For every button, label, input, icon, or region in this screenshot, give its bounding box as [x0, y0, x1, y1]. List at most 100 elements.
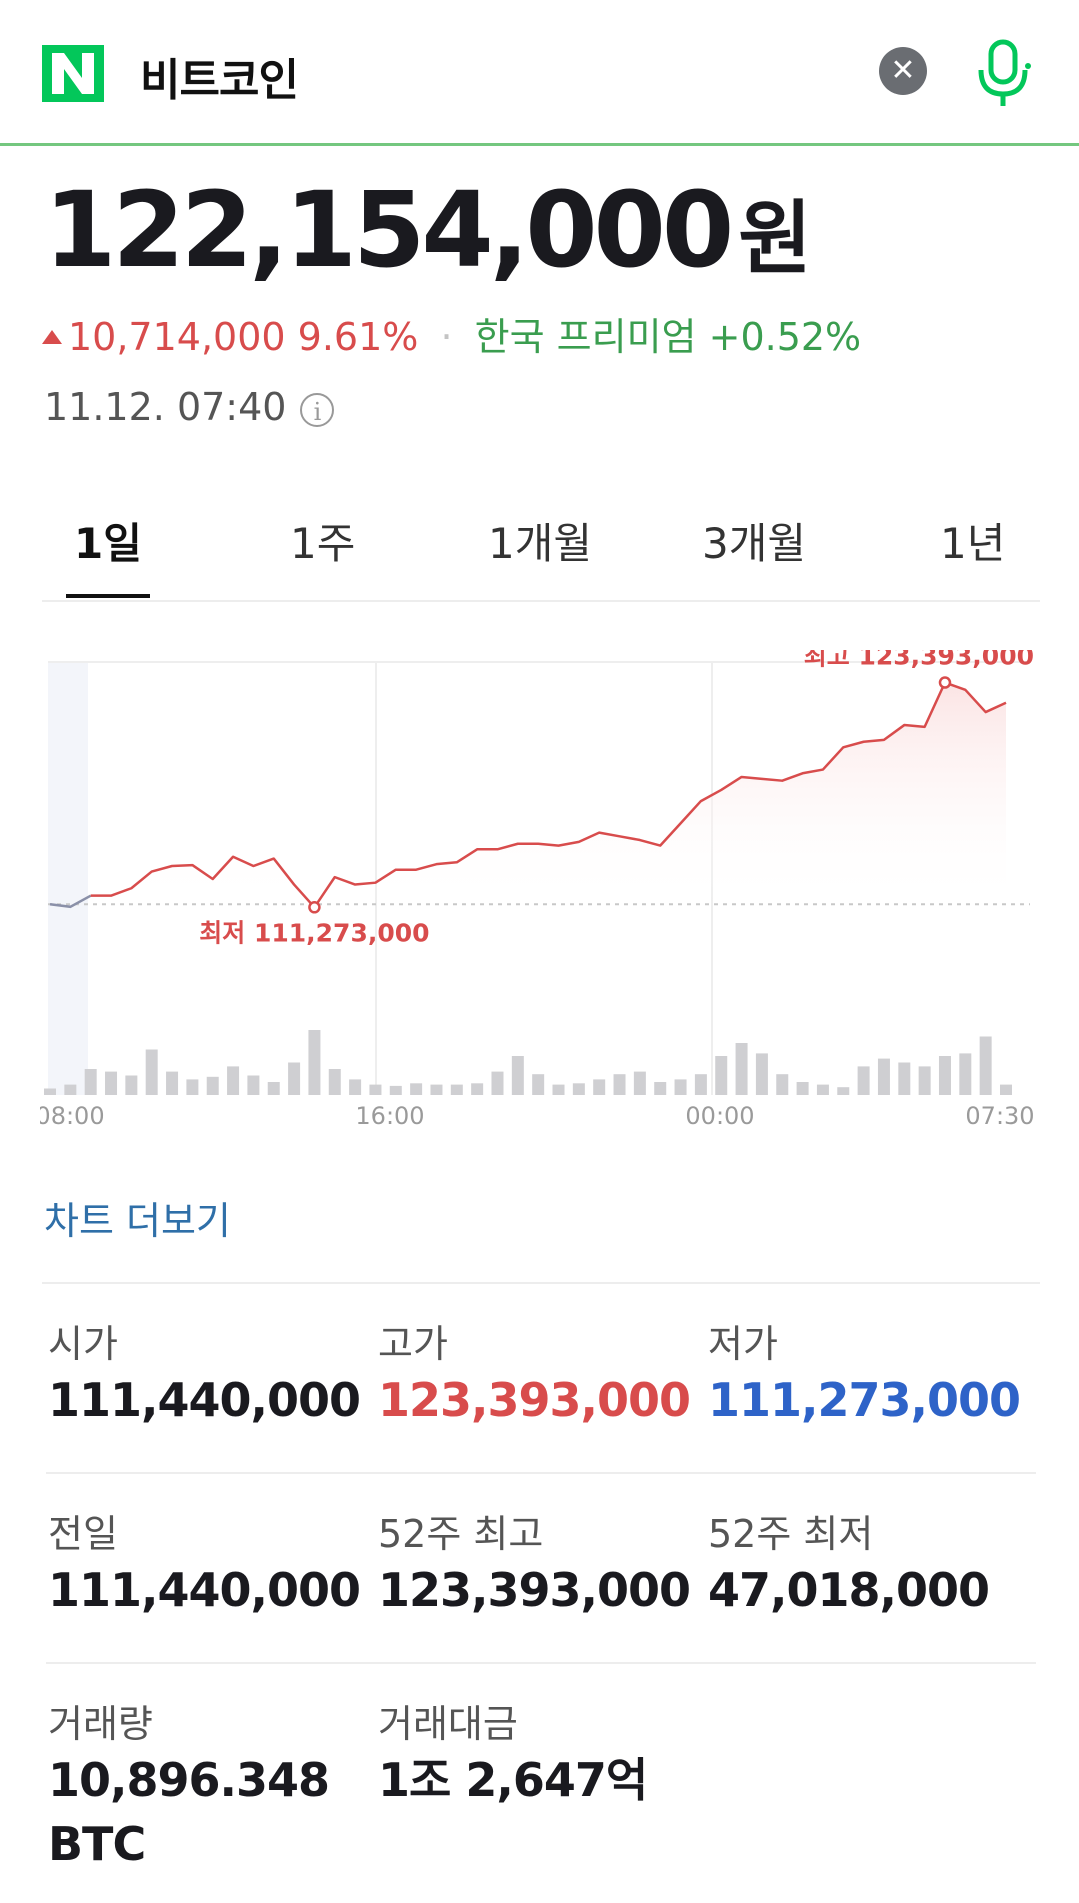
stat-volume: 거래량 10,896.348 BTC: [48, 1700, 330, 1876]
volume-bar: [410, 1083, 423, 1095]
volume-bar: [166, 1071, 179, 1095]
price-value: 122,154,000: [44, 169, 734, 291]
chart-more-link[interactable]: 차트 더보기: [44, 1199, 231, 1243]
volume-bar: [532, 1074, 545, 1095]
price-chart-svg: 최고 123,393,000 최저 111,273,000 08:00 16:00 00…: [35, 642, 1034, 1130]
volume-bar: [84, 1069, 97, 1095]
change-amount: 10,714,000: [68, 315, 286, 359]
volume-bar: [227, 1066, 240, 1095]
volume-bar: [186, 1079, 199, 1095]
microphone-icon[interactable]: [972, 38, 1034, 108]
stat-value: 10,896.348: [48, 1753, 330, 1807]
price-unit: 원: [738, 192, 812, 285]
volume-bar: [796, 1082, 809, 1095]
naver-logo[interactable]: [42, 45, 104, 102]
volume-bar: [471, 1083, 484, 1095]
x-tick-label: 08:00: [40, 1102, 105, 1130]
stat-52w-low: 52주 최저 47,018,000: [708, 1510, 990, 1622]
change-percent: 9.61%: [297, 315, 419, 359]
tab-1-week[interactable]: 1주: [290, 519, 356, 568]
volume-bar: [959, 1053, 972, 1095]
stat-label: 고가: [378, 1322, 448, 1366]
volume-bar: [105, 1071, 118, 1095]
high-label: 최고 123,393,000: [804, 650, 1034, 671]
stats-row: 전일 111,440,000 52주 최고 123,393,000 52주 최저…: [42, 1474, 1036, 1664]
x-tick-label: 16:00: [355, 1102, 424, 1130]
price-chart[interactable]: 최고 123,393,000 최저 111,273,000 08:00 16:00 00…: [35, 642, 1040, 1130]
stat-open: 시가 111,440,000: [48, 1320, 361, 1432]
volume-bar: [450, 1084, 463, 1095]
volume-bar: [267, 1082, 280, 1095]
volume-bar: [898, 1062, 911, 1095]
volume-bar: [389, 1085, 402, 1095]
stat-value: 1조 2,647억: [378, 1753, 648, 1807]
stat-high: 고가 123,393,000: [378, 1320, 691, 1432]
stat-52w-high: 52주 최고 123,393,000: [378, 1510, 691, 1622]
stat-label: 저가: [708, 1322, 778, 1366]
close-icon: ✕: [890, 53, 916, 88]
high-marker: [938, 676, 952, 689]
volume-bar: [308, 1030, 321, 1095]
volume-bar: [44, 1088, 56, 1095]
volume-bar: [288, 1062, 301, 1095]
volume-bar: [552, 1084, 565, 1095]
stat-value: 111,440,000: [48, 1373, 361, 1427]
stat-label: 시가: [48, 1322, 118, 1366]
x-tick-label: 00:00: [685, 1102, 754, 1130]
volume-bar: [877, 1058, 890, 1095]
price-change-row: 10,714,000 9.61% · 한국 프리미엄 +0.52%: [42, 314, 861, 360]
volume-bar: [694, 1074, 707, 1095]
volume-bar: [857, 1066, 870, 1095]
current-price: 122,154,000 원: [44, 178, 812, 282]
tab-1-year[interactable]: 1년: [940, 519, 1006, 568]
active-tab-indicator: [66, 594, 150, 598]
volume-bar: [145, 1049, 158, 1095]
premium-label[interactable]: 한국 프리미엄: [474, 315, 697, 359]
premium-value[interactable]: +0.52%: [708, 315, 862, 359]
tab-1-month[interactable]: 1개월: [488, 519, 593, 568]
tab-1-day[interactable]: 1일: [74, 519, 142, 568]
stat-value-unit: BTC: [48, 1817, 146, 1871]
volume-bar: [776, 1074, 789, 1095]
volume-bar: [511, 1056, 524, 1095]
info-icon[interactable]: i: [300, 392, 335, 427]
low-label: 최저 111,273,000: [199, 918, 429, 947]
stat-trade-amount: 거래대금 1조 2,647억: [378, 1700, 648, 1812]
volume-bar: [491, 1071, 504, 1095]
stats-table: 시가 111,440,000 고가 123,393,000 저가 111,273…: [42, 1282, 1040, 1871]
volume-bar: [735, 1043, 748, 1095]
volume-bar: [1000, 1084, 1012, 1095]
volume-bar: [328, 1069, 341, 1095]
clear-search-button[interactable]: ✕: [879, 47, 927, 95]
volume-bar: [593, 1079, 606, 1095]
low-marker: [308, 901, 321, 914]
tab-3-months[interactable]: 3개월: [702, 519, 807, 568]
stat-value: 47,018,000: [708, 1563, 990, 1617]
stat-low: 저가 111,273,000: [708, 1320, 1021, 1432]
stat-label: 거래량: [48, 1702, 153, 1746]
volume-bar: [125, 1075, 138, 1095]
separator-dot: ·: [440, 315, 453, 359]
volume-bar: [938, 1056, 951, 1095]
volume-bar: [674, 1079, 687, 1095]
price-area-fill: [90, 682, 1006, 908]
stat-value: 123,393,000: [378, 1563, 691, 1617]
stat-label: 52주 최고: [378, 1512, 544, 1556]
stat-label: 52주 최저: [708, 1512, 874, 1556]
price-timestamp: 11.12. 07:40: [44, 385, 287, 429]
search-bar: 비트코인 ✕: [0, 0, 1079, 146]
row-divider: [46, 1472, 1036, 1474]
volume-bar: [206, 1076, 219, 1095]
x-tick-label: 07:30: [965, 1102, 1034, 1130]
search-query[interactable]: 비트코인: [140, 55, 299, 106]
pre-market-line: [49, 894, 92, 909]
volume-bar: [572, 1083, 585, 1095]
volume-bar: [654, 1082, 667, 1095]
stat-value: 123,393,000: [378, 1373, 691, 1427]
stat-label: 거래대금: [378, 1702, 518, 1746]
volume-bar: [613, 1074, 626, 1095]
stats-row: 거래량 10,896.348 BTC 거래대금 1조 2,647억: [42, 1664, 1036, 1894]
volume-bar: [64, 1084, 77, 1095]
volume-bar: [816, 1084, 829, 1095]
stats-row: 시가 111,440,000 고가 123,393,000 저가 111,273…: [42, 1284, 1036, 1474]
